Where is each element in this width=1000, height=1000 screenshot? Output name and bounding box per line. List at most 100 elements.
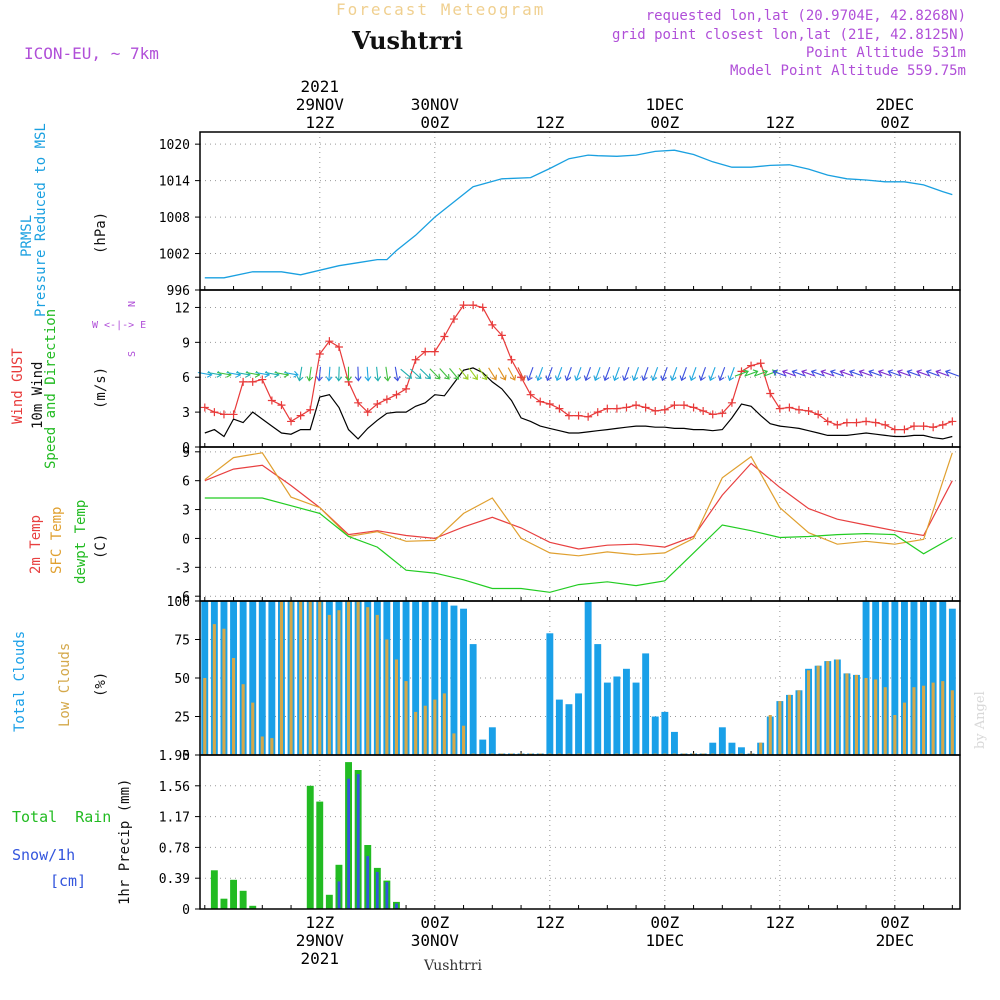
bottom-time-label: 00Z <box>650 913 679 932</box>
y-tick-label: 6 <box>182 475 190 490</box>
footer-station: Vushtrri <box>424 958 482 974</box>
compass-s: S <box>127 350 138 357</box>
wind-direction-arrow <box>400 368 413 379</box>
gust-marker <box>555 404 564 413</box>
low-cloud-bar <box>893 715 897 755</box>
gust-marker <box>603 404 612 413</box>
gust-marker <box>794 405 803 414</box>
gust-marker <box>775 404 784 413</box>
wind-direction-arrow <box>284 370 299 378</box>
wind-speed-dir-label: Speed and Direction <box>43 308 59 469</box>
gust-marker <box>507 355 516 364</box>
total-cloud-bar <box>738 747 745 755</box>
y-tick-label: 75 <box>174 634 190 649</box>
wind-direction-arrow <box>507 367 517 381</box>
gust-marker <box>421 347 430 356</box>
temp-unit: (C) <box>93 533 109 559</box>
total-cloud-bar <box>488 727 496 755</box>
gust-marker <box>871 418 880 427</box>
wind-direction-arrow <box>753 369 769 377</box>
gust-marker <box>382 395 391 404</box>
wind-gust-line <box>204 304 953 431</box>
bottom-time-label: 00Z <box>420 913 449 932</box>
gust-marker <box>574 411 583 420</box>
y-tick-label: 9 <box>182 336 190 351</box>
y-tick-label: 6 <box>182 371 190 386</box>
compass-we: W <-|-> E <box>92 320 147 331</box>
y-tick-label: -3 <box>174 561 190 576</box>
wind-direction-arrow <box>574 367 582 382</box>
station-title: Vushtrri <box>352 26 463 55</box>
snow-bar <box>347 778 350 909</box>
wind-direction-arrow <box>419 368 431 380</box>
top-time-label: 30NOV <box>411 95 460 114</box>
top-time-label: 00Z <box>420 113 449 132</box>
wind-direction-arrow <box>458 367 469 380</box>
low-cloud-bar <box>854 674 858 755</box>
requested-coordinates: requested lon,lat (20.9704E, 42.8268N) <box>645 8 966 24</box>
watermark: by Angel <box>973 691 988 749</box>
gust-marker <box>277 401 286 410</box>
low-cloud-bar <box>394 659 398 755</box>
rain-bar <box>220 898 228 909</box>
wind-direction-arrow <box>734 369 749 377</box>
gust-marker <box>536 397 545 406</box>
gust-marker <box>229 410 238 419</box>
low-cloud-bar <box>347 601 351 755</box>
low-cloud-bar <box>835 659 839 755</box>
gust-marker <box>545 399 554 408</box>
wind-direction-arrow <box>410 368 422 380</box>
gust-marker <box>488 320 497 329</box>
y-tick-label: 1.95 <box>159 749 190 764</box>
wind-direction-arrow <box>810 369 825 377</box>
total-cloud-bar <box>920 601 927 755</box>
bottom-time-label: 30NOV <box>411 931 460 950</box>
low-cloud-bar <box>404 681 408 755</box>
wind-direction-arrow <box>478 367 488 381</box>
total-cloud-bar <box>431 601 439 755</box>
wind-direction-arrow <box>345 366 352 382</box>
wind-direction-arrow <box>916 369 931 377</box>
panel-frame <box>199 754 961 910</box>
top-time-label: 2021 <box>301 77 340 96</box>
low-cloud-bar <box>845 673 849 755</box>
low-cloud-bar <box>931 682 935 755</box>
total-cloud-bar <box>546 633 554 755</box>
temp-sfc-line <box>204 452 953 557</box>
top-time-label: 1DEC <box>646 95 685 114</box>
low-cloud-bar <box>462 725 466 755</box>
wind-direction-arrow <box>727 367 735 382</box>
y-tick-label: 50 <box>174 672 190 687</box>
wind-direction-arrow <box>517 367 526 381</box>
wind-direction-arrow <box>708 367 716 382</box>
pressure-unit: (hPa) <box>93 211 109 254</box>
gust-marker <box>402 384 411 393</box>
total-cloud-bar <box>910 601 918 755</box>
low-cloud-bar <box>423 705 427 755</box>
y-tick-label: 1.17 <box>159 811 190 826</box>
gust-marker <box>258 375 267 384</box>
wind-direction-arrow <box>791 369 806 377</box>
total-cloud-bar <box>440 601 448 755</box>
low-cloud-bar <box>299 601 303 755</box>
total-cloud-bar <box>709 742 717 755</box>
point-altitude: Point Altitude 531m <box>805 45 966 61</box>
y-tick-label: 12 <box>174 301 190 316</box>
y-tick-label: 0.39 <box>159 872 190 887</box>
low-cloud-bar <box>327 614 331 755</box>
y-tick-label: 9 <box>182 446 190 461</box>
gust-marker <box>239 377 248 386</box>
snow-bar <box>395 903 398 909</box>
total-cloud-bar <box>891 601 899 755</box>
wind-direction-arrow <box>887 369 902 377</box>
rain-bar <box>325 894 333 909</box>
total-rain-label: Total Rain <box>12 808 112 826</box>
wind-direction-arrow <box>660 367 668 382</box>
wind-gust-label: Wind GUST <box>10 348 26 424</box>
total-cloud-bar <box>632 682 640 755</box>
wind-10m-line <box>204 367 953 440</box>
low-cloud-bar <box>442 693 446 755</box>
bottom-time-label: 2021 <box>301 949 340 968</box>
low-cloud-bar <box>759 742 763 755</box>
